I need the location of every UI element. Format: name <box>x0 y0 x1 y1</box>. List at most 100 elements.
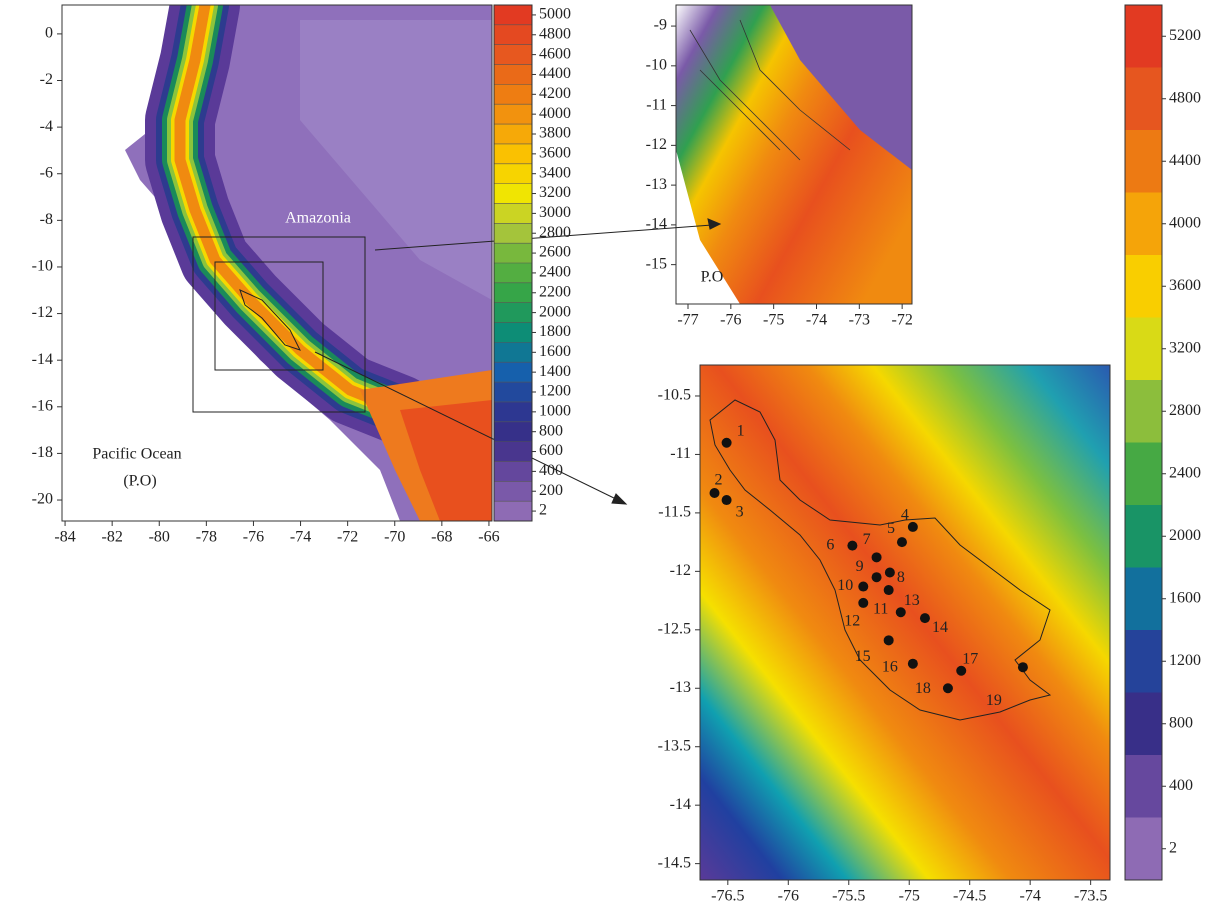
y-tick-label: -11 <box>670 445 691 462</box>
colorbar-cell <box>494 64 532 85</box>
station <box>907 521 918 532</box>
station-label: 18 <box>915 680 931 697</box>
colorbar-label: 4000 <box>539 105 571 122</box>
station <box>883 635 894 646</box>
colorbar-label: 4000 <box>1169 214 1201 231</box>
station <box>896 537 907 548</box>
colorbar-cell <box>494 143 532 165</box>
x-tick-label: -66 <box>478 529 499 546</box>
station-label: 10 <box>837 577 853 594</box>
station-label: 12 <box>844 613 860 630</box>
x-tick-label: -82 <box>101 529 122 546</box>
station-label: 16 <box>882 658 898 675</box>
x-tick-label: -74 <box>290 529 311 546</box>
x-tick-label: -72 <box>891 312 912 329</box>
station-label: 19 <box>986 692 1002 709</box>
station <box>858 581 869 592</box>
station <box>956 665 967 676</box>
frame <box>699 364 1111 881</box>
colorbar-label: 1200 <box>1169 652 1201 669</box>
map-label: (P.O) <box>123 473 156 490</box>
colorbar-label: 800 <box>539 422 563 439</box>
station-label: 2 <box>715 472 723 489</box>
colorbar-cell <box>494 282 532 304</box>
station <box>907 658 918 669</box>
colorbar-label: 4400 <box>539 65 571 82</box>
colorbar-cell <box>494 124 532 145</box>
y-tick-label: -6 <box>40 164 53 181</box>
colorbar-label: 600 <box>539 442 563 459</box>
zoom-arrows <box>314 218 722 505</box>
colorbar-label: 3600 <box>1169 277 1201 294</box>
y-tick-label: -14.5 <box>658 854 691 871</box>
colorbar-cell <box>494 5 532 26</box>
colorbar-cell <box>1125 630 1162 693</box>
station <box>721 437 732 448</box>
x-tick-label: -72 <box>337 529 358 546</box>
colorbar-cell <box>494 421 532 443</box>
colorbar-label: 4800 <box>1169 89 1201 106</box>
station <box>871 552 882 563</box>
colorbar-label: 800 <box>1169 714 1193 731</box>
colorbar-label: 1400 <box>539 363 571 380</box>
colorbar-cell <box>1125 317 1162 381</box>
x-tick-label: -76 <box>720 312 741 329</box>
colorbar-cell <box>1125 567 1162 631</box>
colorbar-cell <box>1125 67 1162 131</box>
frame <box>675 4 913 305</box>
colorbar-cell <box>494 302 532 324</box>
y-tick-label: -9 <box>654 17 667 34</box>
colorbar-label: 2800 <box>1169 402 1201 419</box>
x-tick-label: -68 <box>431 529 452 546</box>
y-tick-label: -4 <box>40 118 53 135</box>
terrain-medium <box>676 5 912 304</box>
y-tick-label: -14 <box>670 796 691 813</box>
colorbar-label: 2600 <box>539 244 571 261</box>
station <box>942 683 953 694</box>
colorbar-cell <box>494 461 532 482</box>
colorbar-label: 5000 <box>539 6 571 23</box>
colorbar-cell <box>1125 5 1162 68</box>
colorbar-cell <box>494 322 532 343</box>
colorbar-label: 3200 <box>1169 339 1201 356</box>
colorbar-cell <box>494 441 532 462</box>
x-tick-label: -74.5 <box>953 888 986 905</box>
x-tick-label: -84 <box>54 529 75 546</box>
colorbar-cell <box>494 382 532 403</box>
map-label: Amazonia <box>285 210 351 227</box>
y-tick-label: -13.5 <box>658 737 691 754</box>
station-label: 13 <box>904 592 920 609</box>
y-tick-label: -12 <box>646 136 667 153</box>
map-label: P.O <box>701 269 724 286</box>
y-tick-label: -8 <box>40 211 53 228</box>
colorbar-cell <box>1125 817 1162 881</box>
colorbar-label: 1800 <box>539 323 571 340</box>
x-tick-label: -74 <box>1020 888 1041 905</box>
colorbar-cell <box>1125 380 1162 443</box>
colorbar-label: 4800 <box>539 25 571 42</box>
x-tick-label: -75 <box>899 888 920 905</box>
station-label: 8 <box>897 569 905 586</box>
colorbar-cell <box>494 263 532 284</box>
colorbar-label: 4600 <box>539 45 571 62</box>
colorbar-cell <box>494 243 532 264</box>
station-label: 4 <box>901 507 909 524</box>
colorbar-label: 5200 <box>1169 27 1201 44</box>
station-label: 1 <box>737 422 745 439</box>
x-tick-label: -73 <box>849 312 870 329</box>
colorbar-label: 2200 <box>539 283 571 300</box>
colorbar-label: 2000 <box>539 303 571 320</box>
colorbar-label: 1200 <box>539 383 571 400</box>
colorbar-label: 2 <box>539 502 547 519</box>
colorbar-cell <box>494 501 532 522</box>
colorbar-frame <box>493 4 533 522</box>
colorbar-cell <box>494 183 532 204</box>
colorbar-cell <box>494 203 532 224</box>
y-tick-label: -13 <box>646 176 667 193</box>
colorbar-cell <box>494 362 532 383</box>
colorbar-cell <box>1125 755 1162 818</box>
colorbar-cell <box>494 84 532 105</box>
station <box>883 585 894 596</box>
y-tick-label: -11.5 <box>658 504 691 521</box>
y-tick-label: -10.5 <box>658 387 691 404</box>
